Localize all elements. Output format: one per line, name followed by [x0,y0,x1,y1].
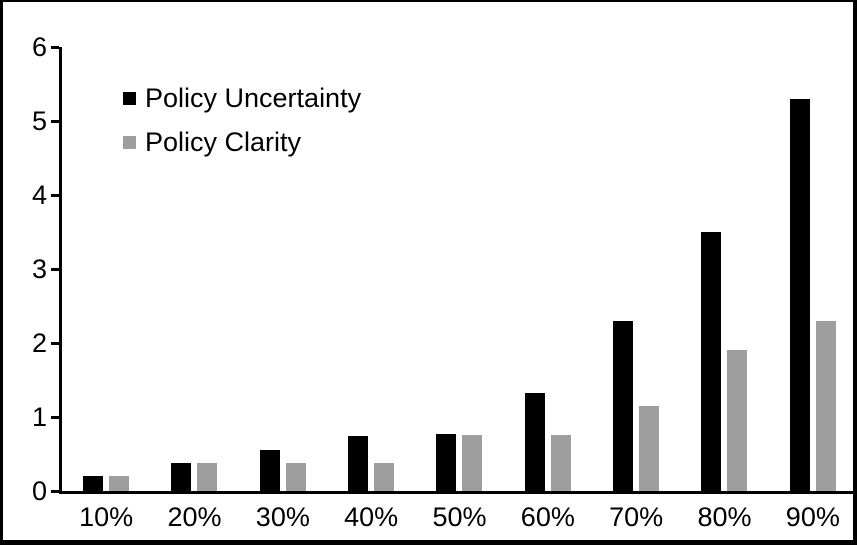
category-slot [504,47,592,491]
bar-policy-clarity [462,434,483,491]
category-slot [680,47,768,491]
legend-swatch-policy-uncertainty-icon [123,91,136,105]
y-tick-label: 3 [31,254,47,284]
y-tick-label: 0 [31,476,47,506]
y-tick [51,415,59,419]
bar-policy-uncertainty [701,232,722,491]
category-slot [415,47,503,491]
y-tick [51,45,59,49]
bar-policy-uncertainty [524,393,545,491]
y-tick-label: 5 [31,106,47,136]
category-slot [769,47,853,491]
y-tick [51,119,59,123]
y-tick [51,341,59,345]
category-slot [327,47,415,491]
x-tick-label: 40% [344,502,399,532]
y-tick-label: 1 [31,402,47,432]
category-slot [239,47,327,491]
x-tick-label: 30% [255,502,310,532]
bar-policy-uncertainty [613,320,634,491]
bar-policy-uncertainty [83,476,104,491]
category-slot [592,47,680,491]
bar-policy-clarity [109,476,130,491]
x-tick-label: 80% [697,502,752,532]
legend-item-policy-uncertainty: Policy Uncertainty [123,83,361,113]
bar-policy-uncertainty [348,435,369,491]
bar-policy-clarity [815,320,836,491]
x-tick-label: 90% [785,502,840,532]
y-tick [51,489,59,493]
legend-swatch-policy-clarity-icon [123,135,136,149]
bar-policy-uncertainty [789,98,810,491]
legend-label-policy-uncertainty: Policy Uncertainty [145,83,362,113]
legend: Policy Uncertainty Policy Clarity [123,83,361,171]
y-tick-label: 4 [31,180,47,210]
bar-policy-clarity [285,462,306,491]
y-tick [51,267,59,271]
category-slot [150,47,238,491]
category-slot [62,47,150,491]
bar-policy-uncertainty [436,434,457,491]
x-tick-label: 60% [520,502,575,532]
bar-policy-uncertainty [171,462,192,491]
bar-policy-uncertainty [259,450,280,491]
y-tick [51,193,59,197]
legend-label-policy-clarity: Policy Clarity [145,127,302,157]
x-tick-label: 10% [79,502,134,532]
bar-policy-clarity [374,462,395,491]
bar-policy-clarity [639,405,660,491]
y-tick-label: 6 [31,32,47,62]
y-tick-label: 2 [31,328,47,358]
bar-policy-clarity [727,350,748,491]
x-tick-label: 50% [432,502,487,532]
x-tick-label: 20% [167,502,222,532]
legend-item-policy-clarity: Policy Clarity [123,127,361,157]
bar-policy-clarity [197,462,218,491]
x-tick-label: 70% [609,502,664,532]
bar-policy-clarity [550,434,571,491]
plot-area [51,45,853,494]
